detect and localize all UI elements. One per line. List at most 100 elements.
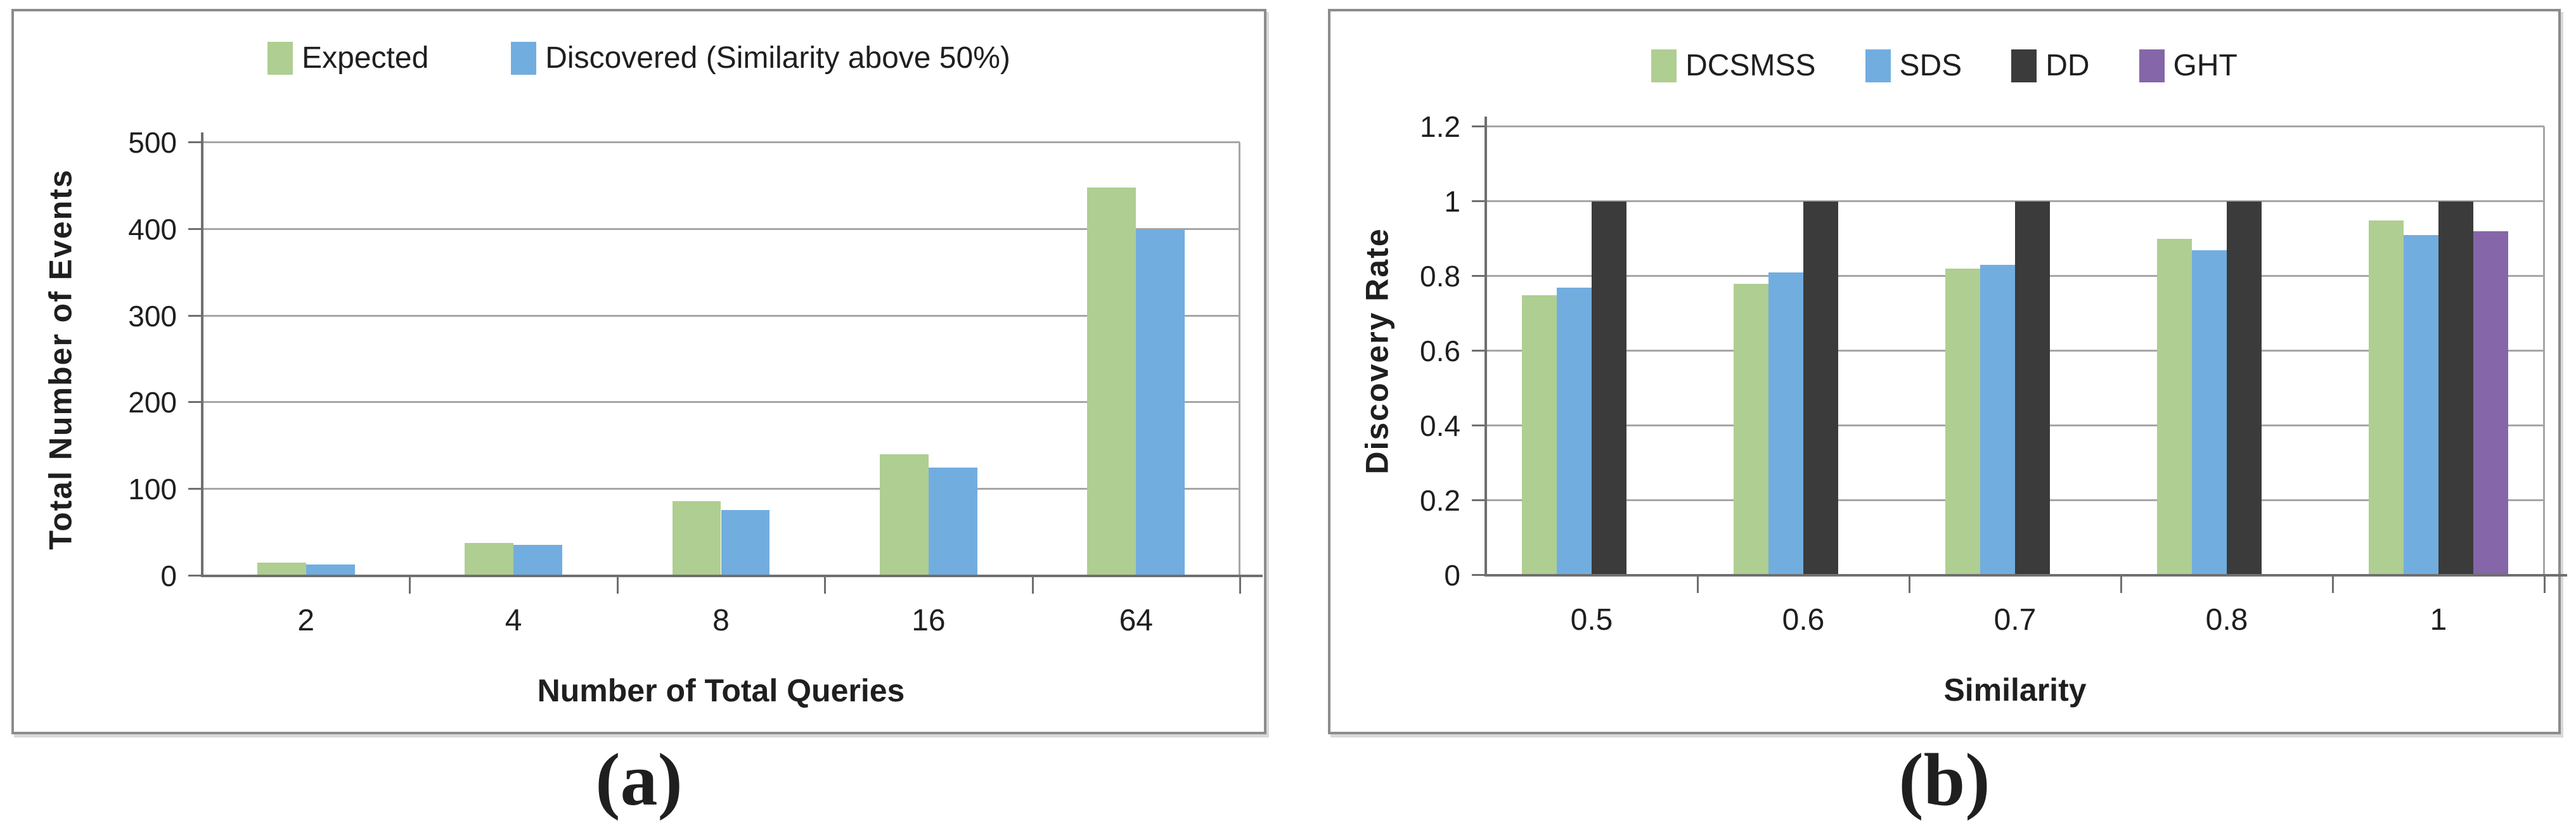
- x-tick-label: 16: [911, 604, 946, 637]
- x-axis-line: [201, 575, 1263, 577]
- bar-expected-4: [465, 543, 514, 576]
- plot-right-edge: [1239, 143, 1240, 576]
- y-tick-mark: [1472, 200, 1484, 202]
- legend-item-ght: GHT: [2139, 49, 2238, 82]
- y-tick-label: 0.8: [1420, 260, 1460, 293]
- bar-discovered-similarity-above-50-4: [513, 544, 563, 576]
- gridline: [202, 488, 1240, 490]
- x-tick-mark: [616, 577, 619, 594]
- y-tick-mark: [188, 575, 201, 577]
- y-tick-label: 0.6: [1420, 335, 1460, 367]
- legend-label: GHT: [2173, 49, 2238, 82]
- x-tick-label: 4: [505, 604, 522, 637]
- y-axis-title-b: Discovery Rate: [1360, 227, 1395, 475]
- x-tick-label: 0.5: [1570, 603, 1613, 637]
- bar-discovered-similarity-above-50-8: [721, 510, 770, 576]
- bar-sds-0-8: [2191, 250, 2227, 575]
- bar-ght-1: [2473, 231, 2509, 575]
- gridline: [1486, 200, 2544, 202]
- y-axis-line: [201, 132, 203, 576]
- bar-sds-0-7: [1980, 265, 2015, 575]
- y-tick-mark: [1472, 499, 1484, 501]
- legend-label: DD: [2045, 49, 2090, 82]
- x-tick-label: 0.8: [2205, 603, 2248, 637]
- plot-area-a: [188, 132, 1263, 594]
- y-tick-mark: [188, 227, 201, 230]
- y-tick-mark: [188, 141, 201, 143]
- legend-swatch-dd: [2011, 49, 2037, 82]
- x-tick-mark: [1239, 577, 1241, 594]
- gridline: [202, 141, 1240, 143]
- gridline: [202, 314, 1240, 317]
- x-tick-label: 64: [1119, 604, 1153, 637]
- y-tick-mark: [1472, 350, 1484, 352]
- x-axis-title-b: Similarity: [1943, 672, 2087, 708]
- x-tick-label: 0.6: [1782, 603, 1825, 637]
- x-tick-label: 8: [712, 604, 730, 637]
- legend-b: DCSMSS SDS DD GHT: [1330, 49, 2558, 82]
- bar-dcsmss-0-5: [1521, 295, 1557, 575]
- legend-item-dd: DD: [2011, 49, 2090, 82]
- bar-discovered-similarity-above-50-16: [928, 468, 977, 576]
- y-tick-mark: [1472, 125, 1484, 127]
- y-tick-mark: [188, 488, 201, 490]
- bar-sds-0-5: [1556, 287, 1592, 575]
- y-tick-mark: [1472, 275, 1484, 277]
- y-tick-label: 0: [160, 559, 177, 592]
- legend-label: Discovered (Similarity above 50%): [545, 41, 1010, 75]
- y-tick-mark: [1472, 424, 1484, 426]
- x-tick-label: 2: [297, 604, 315, 637]
- legend-swatch-sds: [1865, 49, 1891, 82]
- legend-item-discovered-similarity-above-50: Discovered (Similarity above 50%): [511, 42, 1010, 75]
- y-tick-label: 1: [1444, 185, 1460, 218]
- bar-dcsmss-0-6: [1733, 283, 1768, 575]
- x-tick-mark: [1697, 577, 1699, 593]
- legend-swatch-dcsmss: [1651, 49, 1677, 82]
- gridline: [202, 227, 1240, 230]
- y-tick-label: 500: [128, 126, 177, 159]
- y-axis-line: [1484, 117, 1487, 575]
- bar-expected-64: [1087, 188, 1137, 576]
- gridline: [1486, 125, 2544, 127]
- y-tick-label: 100: [128, 473, 177, 506]
- bar-expected-2: [257, 563, 306, 576]
- x-tick-mark: [1909, 577, 1910, 593]
- y-tick-label: 0.4: [1420, 409, 1460, 442]
- x-tick-mark: [2120, 577, 2122, 593]
- chart-panel-a: Expected Discovered (Similarity above 50%…: [11, 9, 1266, 734]
- plot-area-b: [1472, 117, 2567, 593]
- legend-swatch-ght: [2139, 49, 2165, 82]
- bar-sds-0-6: [1768, 272, 1803, 575]
- y-axis-title-a: Total Number of Events: [43, 169, 79, 550]
- y-axis-title-wrap: Discovery Rate: [1339, 127, 1415, 575]
- y-tick-label: 400: [128, 212, 177, 246]
- bar-discovered-similarity-above-50-64: [1136, 229, 1185, 576]
- x-tick-mark: [824, 577, 827, 594]
- bar-discovered-similarity-above-50-2: [306, 565, 355, 576]
- legend-item-dcsmss: DCSMSS: [1651, 49, 1816, 82]
- legend-label: DCSMSS: [1685, 49, 1816, 82]
- legend-item-sds: SDS: [1865, 49, 1962, 82]
- legend-a: Expected Discovered (Similarity above 50%…: [14, 42, 1264, 75]
- y-tick-mark: [188, 314, 201, 317]
- x-tick-mark: [1031, 577, 1034, 594]
- legend-label: SDS: [1899, 49, 1962, 82]
- legend-swatch-expected: [267, 42, 293, 75]
- panel-caption-b: (b): [1898, 738, 1990, 821]
- x-axis-line: [1484, 574, 2567, 577]
- x-tick-mark: [409, 577, 411, 594]
- chart-panel-b: DCSMSS SDS DD GHT 0 0.2 0.4 0.6 0.8 1 1.2 0.5 0.6 0.7…: [1328, 9, 2567, 734]
- y-axis-title-wrap: Total Number of Events: [23, 143, 99, 576]
- y-tick-label: 200: [128, 386, 177, 419]
- bar-dd-0-5: [1592, 201, 1627, 575]
- legend-swatch-discovered-similarity-above-50: [511, 42, 537, 75]
- x-tick-mark: [2332, 577, 2334, 593]
- bar-dd-1: [2438, 201, 2474, 575]
- bar-dd-0-7: [2015, 201, 2051, 575]
- legend-item-expected: Expected: [267, 42, 428, 75]
- y-tick-label: 1.2: [1420, 110, 1460, 143]
- y-tick-label: 0.2: [1420, 484, 1460, 517]
- plot-right-edge: [2543, 127, 2545, 575]
- x-tick-label: 1: [2430, 603, 2447, 637]
- bar-dd-0-6: [1803, 201, 1839, 575]
